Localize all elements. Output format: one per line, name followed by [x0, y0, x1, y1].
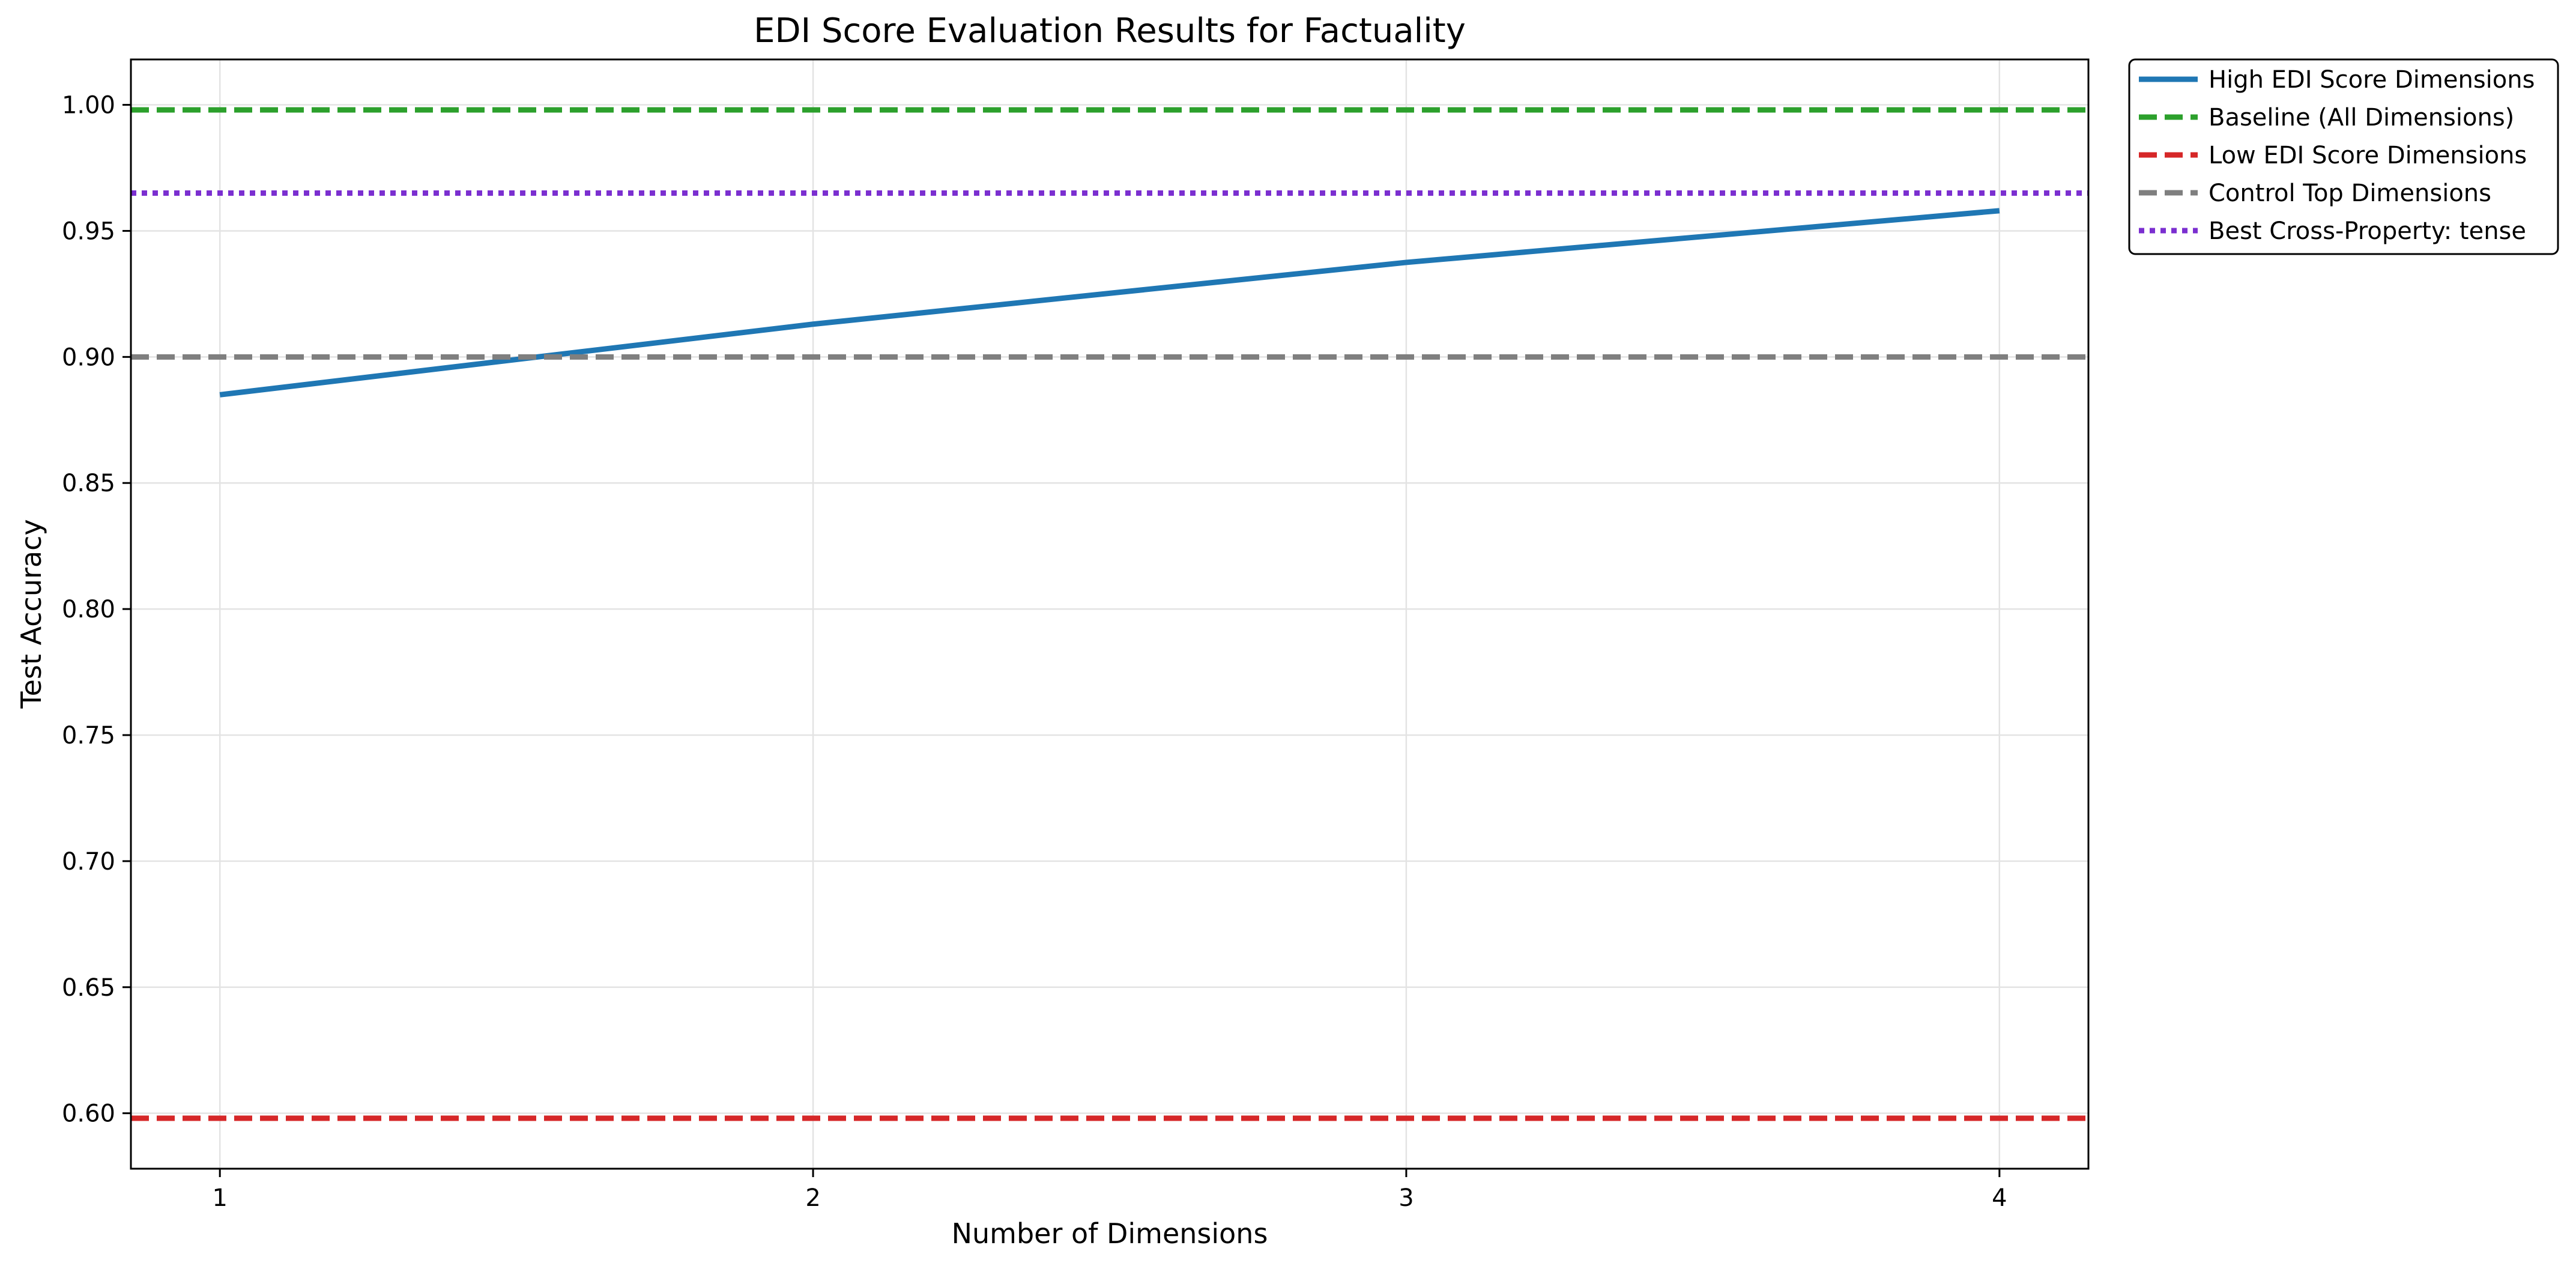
- x-tick-label: 3: [1398, 1184, 1413, 1212]
- y-tick-label: 0.70: [62, 848, 115, 876]
- y-axis-label: Test Accuracy: [15, 519, 47, 709]
- legend-label: Control Top Dimensions: [2209, 180, 2491, 207]
- legend-label: Low EDI Score Dimensions: [2209, 142, 2527, 169]
- legend-label: Baseline (All Dimensions): [2209, 104, 2514, 132]
- legend-frame: [2128, 58, 2559, 255]
- chart-title: EDI Score Evaluation Results for Factual…: [754, 11, 1466, 50]
- y-tick-label: 0.90: [62, 344, 115, 371]
- y-tick-label: 0.65: [62, 974, 115, 1002]
- series-layer: [131, 107, 2088, 1121]
- y-tick-label: 0.60: [62, 1100, 115, 1128]
- legend-items: High EDI Score Dimensions Baseline (All D…: [2139, 66, 2535, 245]
- y-tick-label: 1.00: [62, 92, 115, 120]
- legend-label: Best Cross-Property: tense: [2209, 217, 2526, 245]
- x-tick-label: 1: [212, 1184, 227, 1212]
- x-axis-label: Number of Dimensions: [952, 1217, 1268, 1250]
- plot-frame: [130, 58, 2090, 1170]
- axis-layer: 1 2 3 4 0.60 0.65 0.70 0.75 0.80 0.85 0.90 0.95 1.00: [62, 92, 2007, 1212]
- x-tick-label: 4: [1992, 1184, 2007, 1212]
- legend: High EDI Score Dimensions Baseline (All D…: [2128, 58, 2559, 255]
- y-tick-label: 0.80: [62, 596, 115, 623]
- y-tick-label: 0.85: [62, 470, 115, 497]
- legend-label: High EDI Score Dimensions: [2209, 66, 2535, 94]
- x-tick-label: 2: [805, 1184, 820, 1212]
- series-line-high-edi-score-dimensions: [219, 208, 2000, 398]
- y-tick-label: 0.75: [62, 722, 115, 750]
- y-tick-label: 0.95: [62, 217, 115, 245]
